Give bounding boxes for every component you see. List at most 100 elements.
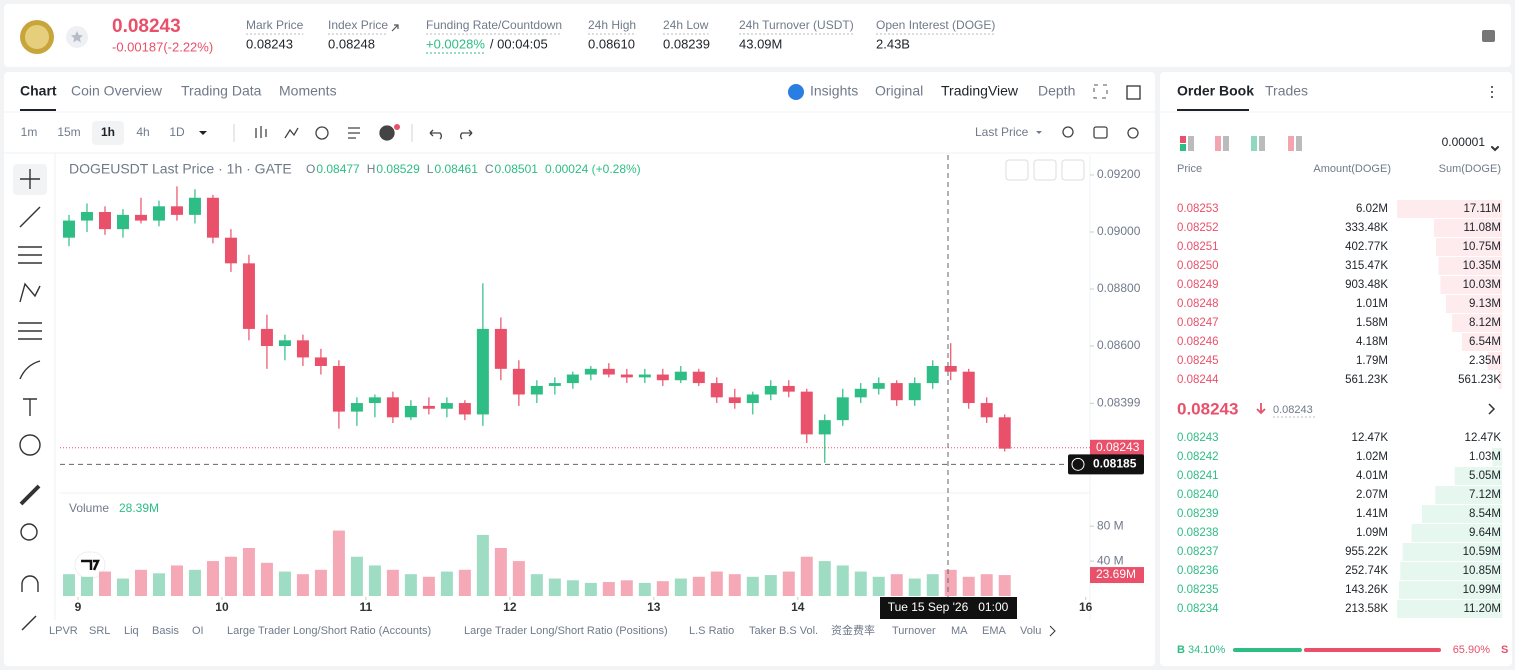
pattern-tool[interactable] (19, 282, 41, 303)
indicator[interactable]: 资金费率 (831, 623, 875, 637)
tab[interactable]: Coin Overview (71, 83, 163, 99)
indicator[interactable]: L.S Ratio (689, 625, 734, 637)
magnet-tool[interactable] (21, 575, 39, 592)
book-price[interactable]: 0.08243 (1177, 432, 1219, 444)
book-sum: 9.64M (1469, 527, 1501, 539)
book-price[interactable]: 0.08239 (1177, 508, 1219, 520)
icon[interactable] (1215, 136, 1221, 151)
indicator-icon[interactable] (284, 127, 299, 139)
book-sum: 9.13M (1469, 298, 1501, 310)
indicator[interactable]: LPVR (49, 625, 78, 637)
tab[interactable]: Trading Data (181, 83, 262, 99)
indicator[interactable]: Volu (1020, 625, 1041, 637)
zoom-tool[interactable] (20, 523, 38, 541)
book-price[interactable]: 0.08244 (1177, 374, 1219, 386)
icon[interactable] (1251, 136, 1257, 151)
book-price[interactable]: 0.08251 (1177, 241, 1219, 253)
book-price[interactable]: 0.08246 (1177, 336, 1219, 348)
settings-icon[interactable] (1482, 30, 1495, 42)
fib-tool[interactable] (18, 246, 42, 264)
book-price[interactable]: 0.08250 (1177, 260, 1219, 272)
crosshair-add[interactable] (1071, 457, 1085, 471)
view-tab[interactable]: Original (875, 83, 923, 99)
tab[interactable]: Chart (20, 83, 57, 99)
indicator[interactable]: Basis (152, 625, 179, 637)
indicator[interactable]: SRL (89, 625, 110, 637)
brush-tool[interactable] (19, 360, 41, 380)
volume-bar (206, 561, 219, 596)
precision[interactable]: 0.00001 (1442, 135, 1486, 149)
book-price[interactable]: 0.08245 (1177, 355, 1219, 367)
undo-icon[interactable] (429, 129, 442, 140)
interval[interactable]: 1h (101, 125, 115, 139)
gear-icon[interactable] (1127, 127, 1139, 139)
chart-button[interactable] (1061, 159, 1085, 181)
replay-icon[interactable] (315, 126, 329, 140)
book-price[interactable]: 0.08238 (1177, 527, 1219, 539)
more-arrow[interactable] (1488, 403, 1496, 415)
indicator[interactable]: MA (951, 625, 968, 637)
indicator[interactable]: Liq (124, 625, 139, 637)
candle-body (656, 374, 669, 381)
stat-label: Mark Price (246, 18, 304, 32)
interval[interactable]: 15m (57, 125, 80, 139)
candle-body (332, 365, 345, 412)
menu-icon[interactable] (1491, 86, 1499, 152)
icon[interactable] (1288, 136, 1294, 151)
indicator[interactable]: Large Trader Long/Short Ratio (Positions… (464, 625, 668, 637)
search-icon[interactable] (1062, 126, 1074, 138)
camera-icon[interactable] (1093, 126, 1108, 139)
fullscreen-icon[interactable] (1093, 84, 1108, 99)
window-icon[interactable] (1126, 85, 1141, 100)
tab[interactable]: Moments (279, 83, 337, 99)
volume-bar (854, 571, 867, 596)
view-tab[interactable]: Depth (1038, 83, 1075, 99)
depth-bar (1397, 200, 1502, 218)
chart-button[interactable] (1033, 159, 1057, 181)
view-tab[interactable]: Insights (810, 83, 858, 99)
dropdown-arrow[interactable] (1036, 131, 1042, 134)
indicator[interactable]: Turnover (892, 625, 936, 637)
book-tab[interactable]: Trades (1265, 83, 1308, 99)
book-price[interactable]: 0.08236 (1177, 565, 1219, 577)
book-price[interactable]: 0.08240 (1177, 489, 1219, 501)
book-price[interactable]: 0.08241 (1177, 470, 1219, 482)
interval[interactable]: 1D (169, 125, 185, 139)
emoji-tool[interactable] (19, 434, 41, 456)
lock-tool[interactable] (21, 615, 37, 631)
indicator[interactable]: EMA (982, 625, 1007, 637)
dropdown-arrow[interactable] (199, 131, 207, 135)
book-price[interactable]: 0.08235 (1177, 584, 1219, 596)
indicator[interactable]: Taker B.S Vol. (749, 625, 818, 637)
book-tab[interactable]: Order Book (1177, 83, 1254, 99)
add-icon[interactable] (379, 125, 395, 141)
interval[interactable]: 4h (136, 125, 149, 139)
redo-icon[interactable] (460, 129, 473, 140)
price-type[interactable]: Last Price (975, 125, 1029, 139)
ohlc-label: H (367, 162, 376, 176)
book-price[interactable]: 0.08234 (1177, 603, 1219, 615)
book-price[interactable]: 0.08253 (1177, 203, 1219, 215)
crosshair-tool[interactable] (20, 169, 40, 189)
scroll-right[interactable] (1049, 625, 1056, 637)
book-price[interactable]: 0.08252 (1177, 222, 1219, 234)
measure-tool[interactable] (19, 484, 41, 506)
book-price[interactable]: 0.08247 (1177, 317, 1219, 329)
icon[interactable] (1180, 136, 1186, 143)
volume-bar (224, 556, 237, 596)
view-tab[interactable]: TradingView (941, 83, 1019, 99)
indicator[interactable]: OI (192, 625, 204, 637)
book-price[interactable]: 0.08248 (1177, 298, 1219, 310)
line-tool[interactable] (19, 206, 41, 228)
projection-tool[interactable] (18, 322, 42, 340)
chart-button[interactable] (1005, 159, 1029, 181)
book-price[interactable]: 0.08242 (1177, 451, 1219, 463)
book-price[interactable]: 0.08249 (1177, 279, 1219, 291)
interval[interactable]: 1m (21, 125, 38, 139)
indicator[interactable]: Large Trader Long/Short Ratio (Accounts) (227, 625, 431, 637)
book-price[interactable]: 0.08237 (1177, 546, 1219, 558)
candle-type-icon[interactable] (255, 126, 267, 138)
text-tool[interactable] (23, 398, 37, 416)
volume-bar (260, 562, 273, 596)
template-icon[interactable] (348, 127, 360, 139)
